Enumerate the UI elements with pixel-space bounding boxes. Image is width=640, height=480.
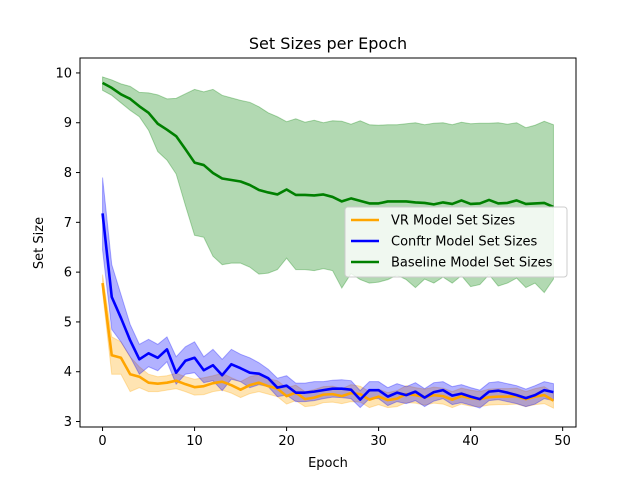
x-tick-label: 30 (370, 434, 387, 449)
legend: VR Model Set Sizes Conftr Model Set Sizes… (344, 206, 568, 278)
conftr-model-set-sizes-line (101, 213, 554, 401)
x-tick-label: 40 (462, 434, 479, 449)
x-axis-label: Epoch (308, 456, 348, 471)
y-tick-label: 5 (64, 315, 72, 330)
y-tick-label: 8 (64, 166, 72, 181)
x-tick-label: 20 (278, 434, 295, 449)
baseline-model-set-sizes-line (101, 81, 554, 209)
legend-label-baseline-model-set-sizes: Baseline Model Set Sizes (391, 256, 553, 271)
y-tick-label: 4 (64, 365, 72, 380)
y-tick-label: 9 (64, 116, 72, 131)
y-tick-label: 3 (64, 415, 72, 430)
x-tick-label: 50 (554, 434, 571, 449)
vr-model-set-sizes-band (102, 274, 554, 409)
y-tick-label: 7 (64, 216, 72, 231)
legend-label-vr-model-set-sizes: VR Model Set Sizes (391, 214, 515, 229)
x-tick-label: 0 (98, 434, 106, 449)
x-tick-label: 10 (186, 434, 203, 449)
legend-box (344, 206, 568, 278)
series-lines (101, 81, 555, 402)
legend-label-conftr-model-set-sizes: Conftr Model Set Sizes (391, 235, 538, 250)
plot-frame (79, 57, 577, 428)
y-axis-label: Set Size (32, 217, 47, 269)
y-tick-label: 10 (55, 66, 72, 81)
chart-title: Set Sizes per Epoch (249, 34, 407, 53)
y-axis: 3 4 5 6 7 8 9 10 (55, 66, 80, 430)
x-axis: 0 10 20 30 40 50 (98, 427, 571, 449)
y-tick-label: 6 (64, 266, 72, 281)
